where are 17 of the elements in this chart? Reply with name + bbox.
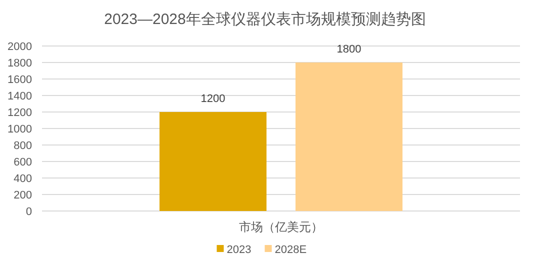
y-tick-label: 1400	[8, 90, 32, 102]
y-tick-label: 1600	[8, 74, 32, 86]
data-label: 1800	[336, 44, 362, 56]
y-tick-label: 1200	[8, 107, 32, 119]
y-tick-label: 200	[14, 190, 32, 202]
x-tick-label: 市场（亿美元）	[239, 220, 323, 234]
y-tick-label: 600	[14, 156, 32, 168]
y-tick-label: 400	[14, 173, 32, 185]
y-tick-label: 1800	[8, 58, 32, 70]
chart-title: 2023—2028年全球仪器仪表市场规模预测趋势图	[104, 11, 426, 28]
y-tick-label: 2000	[8, 41, 32, 53]
legend-label: 2023	[226, 244, 252, 256]
y-tick-label: 1000	[8, 124, 32, 136]
legend-label: 2028E	[274, 244, 307, 256]
y-tick-label: 0	[26, 206, 32, 218]
data-label: 1200	[200, 93, 226, 105]
y-tick-label: 800	[14, 140, 32, 152]
